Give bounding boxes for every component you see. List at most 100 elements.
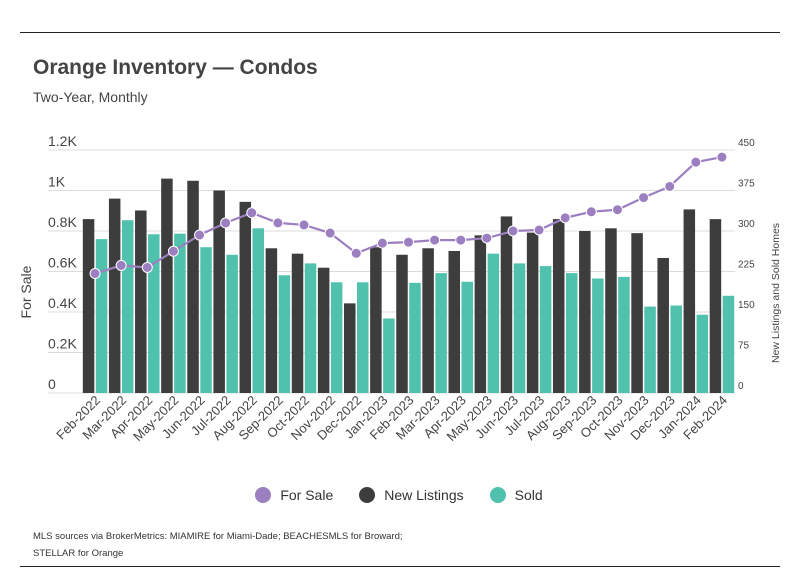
new-listings-bar [474,235,487,393]
new-listings-bar [579,231,591,393]
sold-bar [644,306,656,393]
chart-canvas: 0 0.2K 0.4K 0.6K 0.8K 1K 1.2K 0 75 150 225 300 375 45… [18,133,782,444]
for-sale-point [246,207,258,219]
new-listings-bar [683,209,696,393]
for-sale-point [403,236,414,248]
sold-bar [148,234,160,393]
new-listings-bar [370,247,382,393]
sold-bar [618,276,630,393]
for-sale-point [194,229,206,241]
left-tick-label: 0.6K [48,255,77,271]
bottom-rule [20,566,780,567]
right-tick-label: 225 [738,260,755,271]
new-listings-bar [526,232,539,393]
for-sale-point [141,261,153,273]
new-listings-bar [82,219,95,393]
left-tick-label: 1K [48,174,66,190]
new-listings-bar [265,248,278,393]
new-listings-bar [291,253,304,393]
source-line-1: MLS sources via BrokerMetrics: MIAMIRE f… [33,531,403,542]
legend-label-for-sale: For Sale [280,487,334,503]
sold-bar [121,220,134,393]
bars [82,178,735,393]
new-listings-swatch-icon [359,487,376,503]
for-sale-swatch-icon [255,487,272,503]
new-listings-bar [317,267,330,393]
right-tick-label: 450 [738,138,755,149]
top-rule [20,32,780,33]
for-sale-point [611,204,623,216]
for-sale-point [272,217,284,229]
sold-bar [696,314,709,393]
for-sale-point [429,234,441,246]
chart-subtitle: Two-Year, Monthly [33,89,148,105]
for-sale-point [638,192,650,204]
left-tick-label: 0.8K [48,214,77,230]
left-tick-label: 0 [48,376,56,392]
new-listings-bar [422,248,434,393]
legend-item-for-sale[interactable]: For Sale [255,487,333,503]
source-line-2: STELLAR for Orange [33,548,124,559]
new-listings-bar [552,219,565,393]
sold-bar [670,305,682,393]
new-listings-bar [161,178,173,393]
new-listings-bar [187,180,199,393]
sold-bar [592,278,604,393]
new-listings-bar [631,233,643,393]
for-sale-line [89,151,728,280]
for-sale-point [376,237,388,249]
for-sale-point [690,156,702,168]
for-sale-point [89,268,101,280]
left-tick-label: 0.2K [48,336,77,352]
for-sale-point [324,227,336,239]
right-tick-label: 300 [738,219,755,230]
for-sale-point [716,151,728,163]
left-tick-label: 0.4K [48,295,77,311]
new-listings-bar [605,228,617,393]
for-sale-point [533,224,545,236]
sold-bar [487,253,500,393]
new-listings-bar [239,201,252,393]
sold-bar [330,282,343,393]
for-sale-point [115,259,127,271]
for-sale-point [455,234,467,246]
chart-legend: For Sale New Listings Sold [0,487,798,503]
sold-bar [226,254,238,393]
sold-bar [304,263,317,393]
for-sale-point [507,225,519,237]
for-sale-point [481,232,493,244]
legend-label-sold: Sold [514,487,543,503]
for-sale-point [585,206,597,218]
chart-title: Orange Inventory — Condos [33,56,318,79]
sold-bar [95,239,108,393]
sold-bar [461,281,473,393]
new-listings-bar [396,254,408,393]
legend-item-sold[interactable]: Sold [489,487,543,503]
right-tick-label: 0 [738,381,744,392]
sold-bar [383,318,395,393]
legend-label-new-listings: New Listings [384,487,464,503]
right-tick-label: 150 [738,300,755,311]
sold-bar [278,275,291,393]
new-listings-bar [709,219,722,393]
source-note: MLS sources via BrokerMetrics: MIAMIRE f… [33,528,453,562]
left-axis-title: For Sale [18,265,34,318]
new-listings-bar [213,190,225,393]
new-listings-bar [657,258,669,393]
new-listings-bar [344,303,356,393]
new-listings-bar [500,216,513,393]
sold-bar [722,295,735,393]
sold-bar [357,282,369,393]
sold-bar [200,247,212,393]
sold-swatch-icon [489,487,506,503]
for-sale-point [298,219,310,231]
sold-bar [539,266,552,393]
right-axis-title: New Listings and Sold Homes [770,223,782,363]
right-tick-label: 375 [738,179,755,190]
sold-bar [174,233,186,393]
for-sale-point [167,245,179,257]
sold-bar [409,282,421,393]
sold-bar [435,273,447,393]
legend-item-new-listings[interactable]: New Listings [359,487,464,503]
left-tick-label: 1.2K [48,133,77,149]
